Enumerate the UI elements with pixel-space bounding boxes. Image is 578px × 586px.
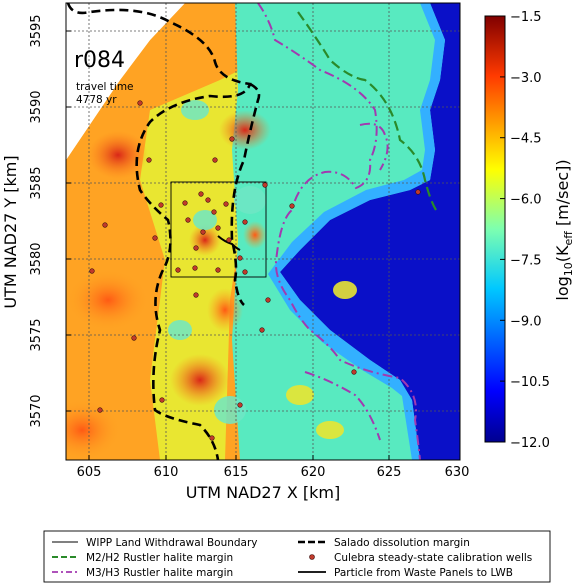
y-tick-label: 3585 [29, 166, 44, 199]
legend-label-wipp: WIPP Land Withdrawal Boundary [86, 537, 258, 549]
colorbar-label: log10(Keff [m/sec]) [553, 159, 575, 300]
colorbar-tick-label: −6.0 [510, 193, 542, 208]
plot-frame [65, 2, 461, 461]
legend-label-m2h2: M2/H2 Rustler halite margin [86, 552, 233, 564]
speckle-8 [316, 421, 344, 439]
colorbar-label-prefix: log [553, 276, 572, 300]
map-field: r084 travel time 4778 yr [66, 3, 460, 460]
legend-label-m3h3: M3/H3 Rustler halite margin [86, 567, 233, 579]
y-tick-label: 3575 [29, 318, 44, 351]
colorbar-label-suffix: [m/sec]) [553, 159, 572, 231]
x-ticks [88, 455, 461, 460]
x-tick-label: 605 [77, 465, 102, 480]
legend-swatch-wells [309, 554, 315, 560]
y-tick-label: 3590 [29, 90, 44, 123]
x-tick-label: 625 [377, 465, 402, 480]
colorbar-tick-label: −4.5 [510, 132, 542, 147]
x-axis-title: UTM NAD27 X [km] [186, 483, 340, 502]
y-ticks [66, 30, 71, 412]
hotspot-6 [207, 288, 243, 332]
speckle-5 [214, 396, 246, 424]
colorbar-tick-label: −10.5 [510, 375, 550, 390]
colorbar-tick-label: −3.0 [510, 71, 542, 86]
hotspot-1 [88, 131, 148, 179]
colorbar-tick-label: −9.0 [510, 314, 542, 329]
hotspot-3 [170, 354, 230, 406]
grid [66, 3, 460, 460]
hotspot-4 [66, 400, 120, 460]
panel-title: r084 [74, 48, 125, 73]
m2h2-halite-margin [297, 11, 437, 211]
colorbar-tick-label: −1.5 [510, 10, 542, 25]
field-blue-fringe [268, 3, 445, 460]
speckle-4 [168, 320, 192, 340]
field-low-k [280, 3, 460, 460]
x-tick-label: 630 [445, 465, 470, 480]
legend-label-salado: Salado dissolution margin [334, 537, 470, 549]
colorbar-ticks [500, 15, 505, 443]
m3h3-halite-margin-south [304, 371, 381, 441]
m3h3-halite-margin [257, 3, 421, 460]
panel-subtitle-line2: 4778 yr [76, 94, 117, 106]
colorbar-label-mid: (K [553, 245, 572, 262]
colorbar-label-msub: eff [562, 231, 575, 246]
salado-dissolution-margin [66, 3, 261, 460]
calibration-wells [89, 100, 421, 441]
legend-label-particle: Particle from Waste Panels to LWB [334, 567, 513, 579]
particle-track [217, 235, 241, 251]
panel-subtitle-line1: travel time [76, 81, 134, 93]
hotspot-8 [243, 221, 267, 249]
field-no-data [66, 3, 185, 160]
legend-box [43, 530, 551, 583]
colorbar-label-sub: 10 [562, 262, 575, 276]
x-tick-label: 620 [301, 465, 326, 480]
y-tick-label: 3570 [29, 394, 44, 427]
y-tick-label: 3580 [29, 242, 44, 275]
y-tick-label: 3595 [29, 14, 44, 47]
colorbar [484, 15, 506, 443]
y-axis-title: UTM NAD27 Y [km] [1, 155, 20, 308]
hotspot-5 [68, 270, 148, 330]
field-yellow [140, 60, 260, 460]
legend-label-wells: Culebra steady-state calibration wells [334, 552, 532, 564]
x-tick-label: 610 [154, 465, 179, 480]
speckle-6 [286, 385, 314, 405]
x-tick-label: 615 [224, 465, 249, 480]
speckle-2 [193, 210, 217, 230]
colorbar-tick-label: −12.0 [510, 436, 550, 451]
colorbar-tick-label: −7.5 [510, 253, 542, 268]
speckle-1 [181, 100, 209, 120]
m3h3-halite-margin-inner [359, 122, 389, 171]
wipp-boundary [170, 181, 267, 278]
speckle-7 [333, 281, 357, 299]
speckle-3 [234, 186, 266, 214]
hotspot-2 [219, 110, 271, 150]
